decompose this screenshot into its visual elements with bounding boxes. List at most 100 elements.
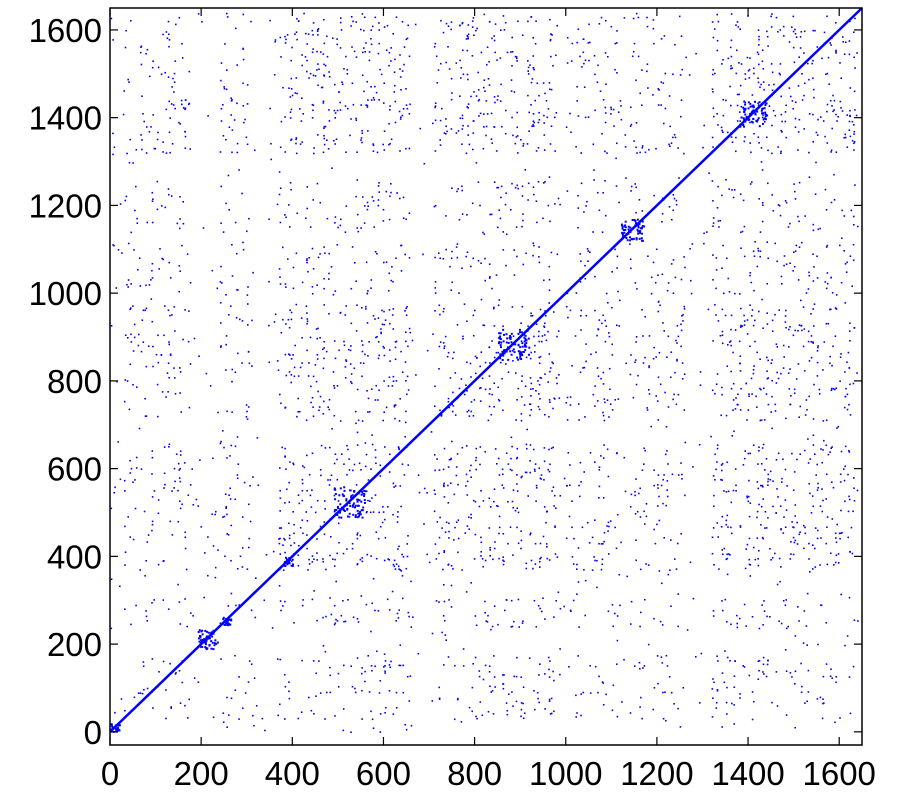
nonzero-point	[298, 502, 301, 505]
nonzero-point	[756, 406, 758, 408]
nonzero-point	[522, 620, 524, 622]
nonzero-point	[502, 15, 505, 17]
diagonal-block-point	[334, 513, 337, 516]
nonzero-point	[607, 530, 609, 532]
nonzero-point	[137, 344, 140, 347]
nonzero-point	[718, 568, 720, 570]
nonzero-point	[580, 260, 582, 263]
nonzero-point	[516, 526, 518, 529]
nonzero-point	[591, 536, 594, 539]
nonzero-point	[490, 138, 493, 140]
nonzero-point	[216, 287, 219, 290]
nonzero-point	[845, 41, 847, 44]
nonzero-point	[279, 527, 281, 529]
nonzero-point	[692, 466, 694, 468]
nonzero-point	[434, 42, 437, 45]
nonzero-point	[290, 544, 292, 547]
nonzero-point	[736, 403, 739, 406]
nonzero-point	[284, 551, 286, 554]
nonzero-point	[624, 490, 627, 493]
nonzero-point	[739, 409, 742, 411]
nonzero-point	[480, 555, 482, 557]
nonzero-point	[404, 253, 406, 256]
nonzero-point	[157, 334, 159, 337]
nonzero-point	[390, 183, 392, 185]
nonzero-point	[184, 135, 187, 138]
nonzero-point	[412, 616, 414, 618]
nonzero-point	[403, 63, 405, 66]
nonzero-point	[588, 59, 590, 62]
nonzero-point	[214, 576, 217, 579]
nonzero-point	[629, 506, 632, 508]
nonzero-point	[301, 54, 303, 56]
nonzero-point	[307, 375, 310, 377]
nonzero-point	[832, 486, 835, 489]
nonzero-point	[817, 529, 819, 532]
nonzero-point	[475, 372, 477, 375]
nonzero-point	[790, 541, 792, 543]
nonzero-point	[566, 396, 569, 399]
nonzero-point	[403, 46, 406, 48]
nonzero-point	[179, 367, 181, 369]
nonzero-point	[383, 653, 386, 655]
nonzero-point	[384, 670, 386, 673]
nonzero-point	[731, 532, 733, 535]
nonzero-point	[187, 717, 189, 719]
nonzero-point	[231, 411, 233, 413]
nonzero-point	[788, 41, 791, 43]
diagonal-block-point	[203, 638, 206, 641]
nonzero-point	[532, 124, 534, 126]
nonzero-point	[845, 271, 848, 273]
diagonal-block-point	[200, 643, 202, 646]
nonzero-point	[377, 341, 380, 343]
nonzero-point	[329, 674, 331, 677]
nonzero-point	[606, 399, 609, 401]
diagonal-block-point	[519, 346, 522, 349]
nonzero-point	[516, 57, 518, 60]
nonzero-point	[172, 104, 175, 106]
diagonal-block-point	[290, 564, 293, 567]
nonzero-point	[798, 118, 801, 121]
nonzero-point	[753, 132, 755, 135]
nonzero-point	[124, 564, 126, 566]
diagonal-block-point	[752, 109, 755, 112]
nonzero-point	[493, 488, 496, 490]
nonzero-point	[555, 600, 557, 602]
nonzero-point	[630, 600, 633, 603]
nonzero-point	[372, 727, 375, 729]
nonzero-point	[161, 391, 164, 393]
nonzero-point	[533, 121, 535, 124]
nonzero-point	[130, 341, 133, 343]
nonzero-point	[374, 16, 377, 19]
nonzero-point	[490, 628, 492, 631]
nonzero-point	[492, 713, 495, 715]
nonzero-point	[278, 538, 280, 540]
nonzero-point	[472, 314, 475, 317]
nonzero-point	[311, 598, 314, 601]
nonzero-point	[438, 601, 440, 603]
nonzero-point	[711, 88, 714, 90]
nonzero-point	[730, 370, 732, 373]
nonzero-point	[179, 480, 182, 483]
nonzero-point	[431, 632, 434, 635]
nonzero-point	[579, 281, 582, 283]
diagonal-block-point	[627, 232, 630, 235]
nonzero-point	[659, 383, 662, 386]
nonzero-point	[393, 404, 396, 407]
nonzero-point	[787, 372, 790, 374]
nonzero-point	[655, 147, 657, 150]
nonzero-point	[540, 474, 543, 476]
diagonal-block-point	[744, 107, 747, 110]
nonzero-point	[538, 701, 540, 704]
nonzero-point	[805, 625, 808, 627]
nonzero-point	[231, 98, 233, 101]
nonzero-point	[355, 21, 357, 23]
nonzero-point	[466, 214, 468, 216]
nonzero-point	[317, 256, 320, 259]
nonzero-point	[480, 551, 482, 553]
nonzero-point	[670, 263, 673, 265]
nonzero-point	[657, 474, 660, 476]
nonzero-point	[281, 446, 283, 449]
nonzero-point	[812, 229, 815, 232]
nonzero-point	[633, 42, 636, 45]
